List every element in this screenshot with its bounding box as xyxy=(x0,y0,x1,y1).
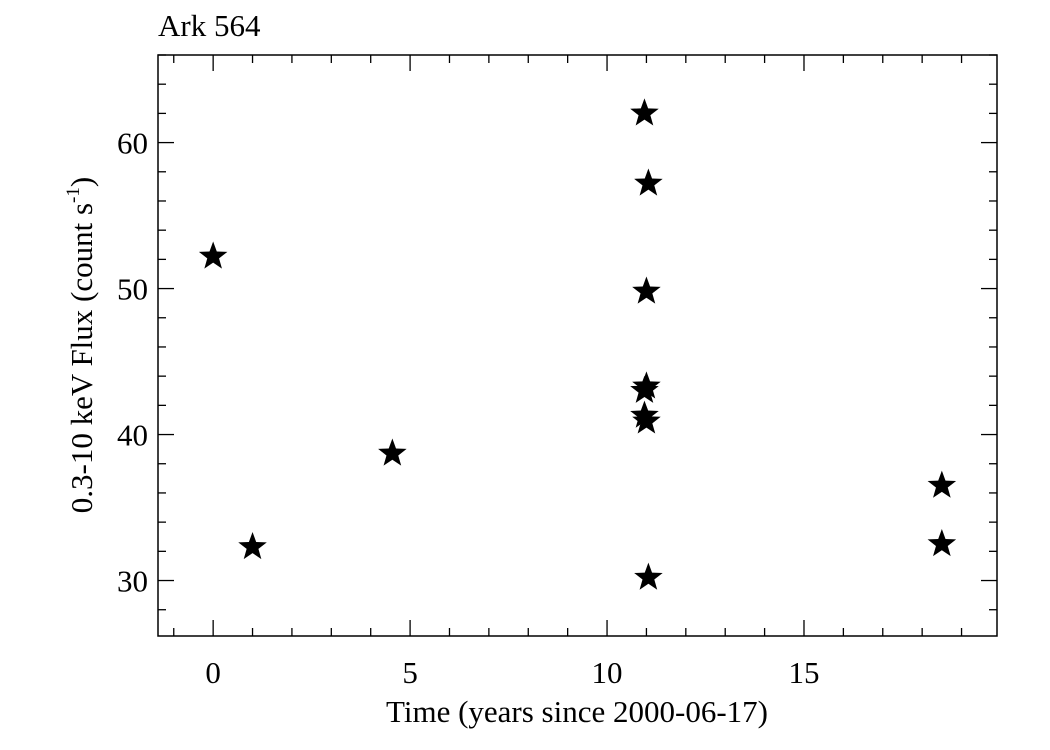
x-tick-label: 0 xyxy=(205,655,221,690)
y-axis-label-main: 0.3-10 keV Flux (count s xyxy=(64,203,99,513)
y-axis-label-close: ) xyxy=(64,177,99,187)
data-point-star xyxy=(632,276,661,304)
y-axis-label: 0.3-10 keV Flux (count s-1) xyxy=(63,177,99,513)
chart-title: Ark 564 xyxy=(158,8,261,43)
data-point-star xyxy=(630,375,659,403)
data-point-star xyxy=(927,529,957,557)
data-point-star xyxy=(632,406,661,434)
markers-group xyxy=(198,98,957,590)
data-point-star xyxy=(378,438,407,466)
data-point-star xyxy=(630,98,659,126)
y-tick-label: 50 xyxy=(117,272,148,307)
x-axis-label: Time (years since 2000-06-17) xyxy=(386,694,768,729)
plot-area xyxy=(157,54,998,637)
data-point-star xyxy=(238,531,267,560)
data-point-star xyxy=(927,470,957,498)
x-tick-label: 15 xyxy=(788,655,819,690)
x-tick-label: 10 xyxy=(592,655,623,690)
y-tick-label: 60 xyxy=(117,126,148,161)
y-tick-label: 30 xyxy=(117,564,148,599)
x-tick-label: 5 xyxy=(402,655,418,690)
y-tick-label: 40 xyxy=(117,418,148,453)
data-point-star xyxy=(634,562,663,590)
data-point-star xyxy=(198,241,228,269)
plot-frame xyxy=(157,54,998,637)
ticks-group xyxy=(158,54,997,636)
data-point-star xyxy=(634,168,663,196)
tick-labels-group: 0 5 10 15 30 40 50 60 xyxy=(117,126,819,690)
y-axis-label-superscript: -1 xyxy=(63,187,84,203)
